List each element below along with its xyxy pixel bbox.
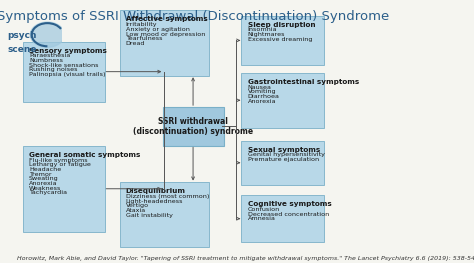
Text: Horowitz, Mark Abie, and David Taylor. "Tapering of SSRI treatment to mitigate w: Horowitz, Mark Abie, and David Taylor. "…: [18, 256, 474, 261]
Text: SSRI withdrawal
(discontinuation) syndrome: SSRI withdrawal (discontinuation) syndro…: [133, 117, 253, 136]
FancyBboxPatch shape: [23, 146, 105, 232]
FancyBboxPatch shape: [119, 11, 209, 75]
Text: Tearfulness: Tearfulness: [126, 36, 162, 41]
Text: Dizziness (most common): Dizziness (most common): [126, 194, 209, 199]
Text: Amnesia: Amnesia: [247, 216, 275, 221]
Text: Irritability: Irritability: [126, 22, 157, 27]
Text: Light-headedness: Light-headedness: [126, 199, 183, 204]
Text: Paraesthesia: Paraesthesia: [29, 53, 70, 58]
FancyBboxPatch shape: [241, 73, 324, 128]
Text: Gastrointestinal symptoms: Gastrointestinal symptoms: [247, 79, 359, 85]
Text: Diarrhoea: Diarrhoea: [247, 94, 279, 99]
Text: Cognitive symptoms: Cognitive symptoms: [247, 201, 331, 207]
Text: Anorexia: Anorexia: [29, 181, 57, 186]
Text: Vertigo: Vertigo: [126, 203, 149, 208]
Text: Rushing noises: Rushing noises: [29, 68, 77, 73]
Text: Shock-like sensations: Shock-like sensations: [29, 63, 99, 68]
Text: Headache: Headache: [29, 167, 61, 172]
Text: Premature ejaculation: Premature ejaculation: [247, 157, 319, 162]
Text: Flu-like symptoms: Flu-like symptoms: [29, 158, 88, 163]
Text: Low mood or depression: Low mood or depression: [126, 32, 205, 37]
Text: Palinopsia (visual trails): Palinopsia (visual trails): [29, 72, 105, 77]
FancyBboxPatch shape: [23, 42, 105, 102]
Text: Gait instability: Gait instability: [126, 213, 173, 218]
Text: Sensory symptoms: Sensory symptoms: [29, 48, 107, 54]
FancyBboxPatch shape: [241, 16, 324, 65]
FancyBboxPatch shape: [119, 182, 209, 247]
Text: scene: scene: [8, 45, 37, 54]
Text: Nightmares: Nightmares: [247, 32, 285, 37]
Text: Insomnia: Insomnia: [247, 27, 277, 32]
Text: Sleep disruption: Sleep disruption: [247, 22, 315, 28]
Text: Anxiety or agitation: Anxiety or agitation: [126, 27, 190, 32]
Circle shape: [30, 22, 64, 47]
Text: Nausea: Nausea: [247, 85, 272, 90]
FancyBboxPatch shape: [163, 107, 224, 146]
Text: Confusion: Confusion: [247, 207, 280, 212]
FancyBboxPatch shape: [241, 195, 324, 242]
Text: Genital hypersensitivity: Genital hypersensitivity: [247, 152, 324, 157]
FancyBboxPatch shape: [241, 141, 324, 185]
Text: Sweating: Sweating: [29, 176, 59, 181]
Text: Affective symptoms: Affective symptoms: [126, 17, 208, 22]
Text: Vomiting: Vomiting: [247, 89, 276, 94]
Text: Tremor: Tremor: [29, 171, 52, 176]
Text: Disequilibrium: Disequilibrium: [126, 188, 186, 194]
Text: Excessive dreaming: Excessive dreaming: [247, 37, 312, 42]
Text: Dread: Dread: [126, 41, 145, 46]
Text: Weakness: Weakness: [29, 186, 61, 191]
Text: Tachycardia: Tachycardia: [29, 190, 67, 195]
Text: General somatic symptoms: General somatic symptoms: [29, 152, 140, 158]
Text: Symptoms of SSRI Withdrawal (Discontinuation) Syndrome: Symptoms of SSRI Withdrawal (Discontinua…: [0, 11, 389, 23]
Text: Sexual symptoms: Sexual symptoms: [247, 146, 320, 153]
Text: Anorexia: Anorexia: [247, 99, 276, 104]
Text: Numbness: Numbness: [29, 58, 63, 63]
Text: Ataxia: Ataxia: [126, 208, 146, 213]
Text: psych: psych: [8, 31, 37, 39]
Text: Lethargy or fatigue: Lethargy or fatigue: [29, 162, 91, 167]
Text: Decreased concentration: Decreased concentration: [247, 212, 329, 217]
